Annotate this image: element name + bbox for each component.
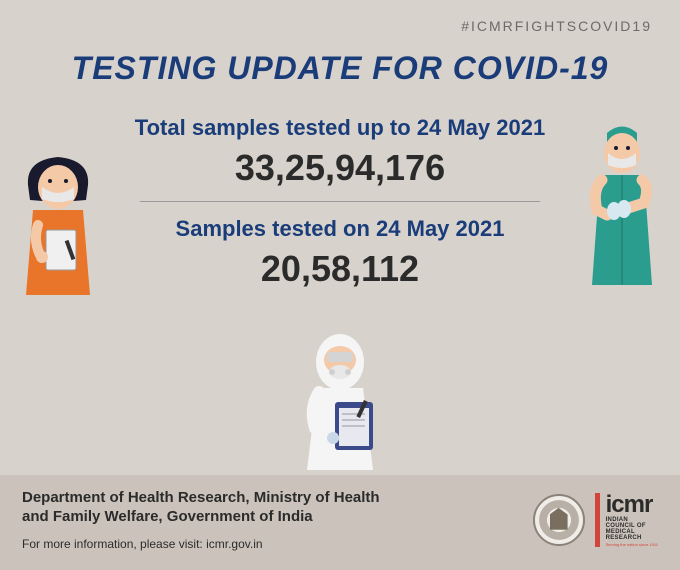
govt-seal-icon — [533, 494, 585, 546]
stats-container: Total samples tested up to 24 May 2021 3… — [110, 115, 570, 302]
hashtag-text: #ICMRFIGHTSCOVID19 — [461, 18, 652, 34]
total-samples-value: 33,25,94,176 — [110, 147, 570, 189]
footer-department-text: Department of Health Research, Ministry … — [22, 489, 402, 527]
page-title: TESTING UPDATE FOR COVID-19 — [0, 50, 680, 87]
icmr-logo-text: icmr — [606, 493, 658, 517]
footer-bar: Department of Health Research, Ministry … — [0, 475, 680, 570]
total-samples-label: Total samples tested up to 24 May 2021 — [110, 115, 570, 141]
icmr-sub-4: RESEARCH — [606, 535, 658, 541]
icmr-tagline: Serving the nation since 1911 — [606, 543, 658, 547]
daily-samples-label: Samples tested on 24 May 2021 — [110, 216, 570, 242]
stats-divider — [140, 201, 540, 202]
daily-samples-value: 20,58,112 — [110, 248, 570, 290]
icmr-logo: icmr INDIAN COUNCIL OF MEDICAL RESEARCH … — [595, 493, 658, 547]
ppe-worker-illustration-icon — [285, 330, 395, 470]
footer-logos: icmr INDIAN COUNCIL OF MEDICAL RESEARCH … — [533, 493, 658, 547]
surgeon-illustration-icon — [572, 115, 672, 285]
nurse-illustration-icon — [8, 145, 108, 295]
